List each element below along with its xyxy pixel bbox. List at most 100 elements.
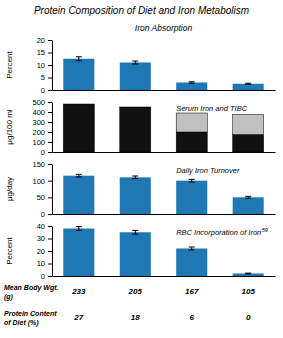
bar — [233, 84, 264, 90]
bar — [120, 232, 151, 276]
y-tick-label: 100 — [32, 177, 45, 186]
y-tick: 300 — [32, 118, 52, 127]
bar — [176, 113, 207, 132]
y-tick-label: 30 — [37, 234, 45, 243]
x-axis-line — [53, 276, 276, 277]
bar — [63, 176, 94, 214]
y-axis: 010203040 — [37, 222, 53, 281]
y-tick-label: 40 — [37, 222, 45, 231]
bar — [120, 63, 151, 91]
y-axis-title: μg/100 ml — [5, 109, 14, 145]
y-tick: 150 — [32, 160, 52, 169]
y-tick-mark — [48, 122, 52, 123]
x-axis-title: (g) — [4, 293, 14, 301]
x-tick-label: 167 — [185, 287, 199, 296]
y-tick: 0 — [41, 210, 52, 219]
plot-area — [63, 57, 263, 90]
bar — [120, 177, 151, 214]
secondary-category-label: 0 — [246, 313, 251, 322]
error-bar — [132, 61, 138, 64]
x-axis — [53, 214, 276, 215]
x-tick: 205 — [128, 276, 143, 296]
panel: 050100150 — [32, 160, 275, 219]
bar — [233, 274, 264, 277]
y-tick: 40 — [37, 222, 52, 231]
y-tick-mark — [48, 251, 52, 252]
y-tick-mark — [48, 53, 52, 54]
y-tick-mark — [48, 132, 52, 133]
bar — [176, 249, 207, 277]
x-tick-label: 105 — [242, 287, 256, 296]
y-tick-mark — [48, 276, 52, 277]
y-axis-title: μg/day — [5, 177, 14, 201]
y-axis: 0100200300400500 — [32, 98, 52, 157]
error-bar — [189, 247, 195, 250]
error-bar — [189, 179, 195, 182]
annotation-superscript: 59 — [262, 227, 268, 233]
error-bar — [245, 83, 251, 84]
panel: 0100200300400500 — [32, 98, 275, 157]
y-tick: 200 — [32, 128, 52, 137]
y-tick-label: 0 — [41, 148, 45, 157]
x-tick-label: 205 — [128, 287, 143, 296]
error-bar — [245, 196, 251, 198]
y-tick-label: 5 — [41, 73, 45, 82]
y-tick-label: 0 — [41, 210, 45, 219]
panel: 010203040233205167105 — [37, 222, 276, 296]
background — [0, 0, 283, 338]
y-axis-line — [52, 227, 53, 277]
y-tick-mark — [48, 214, 52, 215]
plot-area — [63, 174, 263, 214]
y-tick-label: 300 — [32, 118, 45, 127]
annotation: Daily Iron Turnover — [176, 166, 240, 175]
y-tick-mark — [48, 164, 52, 165]
y-tick: 15 — [37, 48, 52, 57]
plot-area — [63, 227, 263, 276]
x-axis — [53, 90, 276, 91]
y-axis-line — [52, 103, 53, 153]
secondary-category-label: 6 — [190, 313, 195, 322]
error-bar — [76, 174, 82, 177]
y-tick: 30 — [37, 234, 52, 243]
y-tick-label: 500 — [32, 98, 45, 107]
y-tick: 400 — [32, 108, 52, 117]
error-bar — [76, 227, 82, 231]
y-axis-title: Percent — [5, 236, 14, 264]
y-tick: 100 — [32, 177, 52, 186]
x-tick: 233 — [71, 276, 86, 296]
y-tick-label: 15 — [37, 48, 45, 57]
error-bar — [189, 82, 195, 84]
y-tick: 10 — [37, 61, 52, 70]
secondary-category-label: 27 — [73, 313, 83, 322]
y-tick: 20 — [37, 36, 52, 45]
x-tick: 167 — [185, 276, 199, 296]
error-bar — [132, 176, 138, 179]
y-tick-mark — [48, 197, 52, 198]
x-tick-label: 233 — [71, 287, 86, 296]
error-bar — [76, 57, 82, 61]
y-tick: 0 — [41, 148, 52, 157]
y-tick: 0 — [41, 272, 52, 281]
bar — [120, 107, 151, 152]
bar — [233, 135, 264, 153]
y-tick: 0 — [41, 86, 52, 95]
y-tick-mark — [48, 142, 52, 143]
y-tick-label: 400 — [32, 108, 45, 117]
y-tick: 100 — [32, 138, 52, 147]
y-axis: 050100150 — [32, 160, 52, 219]
y-tick-label: 100 — [32, 138, 45, 147]
y-tick-label: 10 — [37, 61, 45, 70]
y-tick: 500 — [32, 98, 52, 107]
y-tick-mark — [48, 90, 52, 91]
error-bar — [245, 273, 251, 275]
y-tick-label: 0 — [41, 86, 45, 95]
annotation: Serum Iron and TIBC — [176, 104, 247, 113]
x-axis-line — [53, 152, 276, 153]
x-axis — [53, 152, 276, 153]
x-tick: 105 — [242, 276, 256, 296]
x-axis-line — [53, 90, 276, 91]
bar — [233, 197, 264, 214]
y-axis-title: Percent — [5, 50, 14, 78]
y-tick-label: 200 — [32, 128, 45, 137]
bar — [176, 83, 207, 91]
